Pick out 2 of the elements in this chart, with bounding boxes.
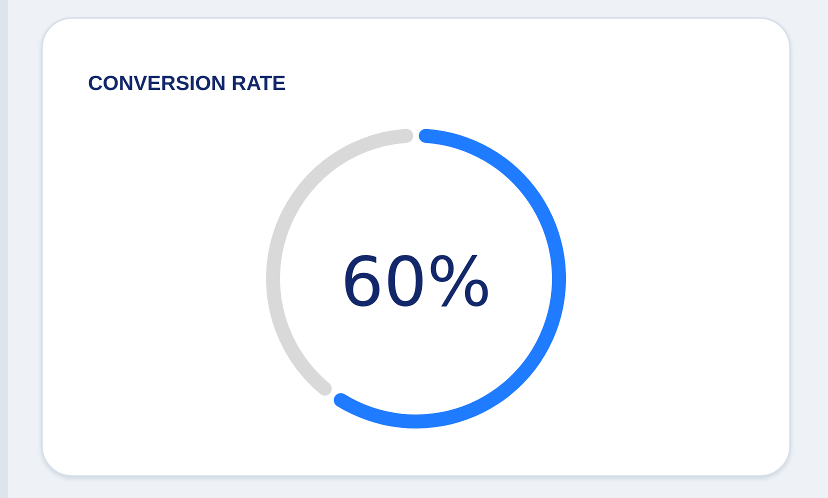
- chart-title: CONVERSION RATE: [88, 72, 286, 95]
- data-label: 60%: [340, 244, 492, 322]
